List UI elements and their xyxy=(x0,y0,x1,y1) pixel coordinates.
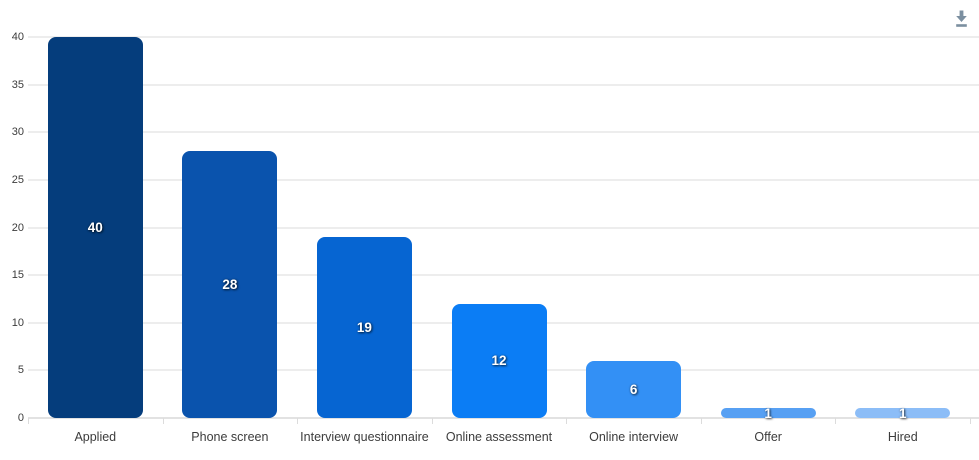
slot-applied: 40 xyxy=(28,37,163,418)
x-axis-tick xyxy=(566,418,568,424)
slot-online-assessment: 12 xyxy=(432,37,567,418)
slot-offer: 1 xyxy=(701,37,836,421)
bar-value-label-phone-screen: 28 xyxy=(222,277,238,293)
y-tick-label-35: 35 xyxy=(11,78,24,91)
bar-value-label-online-assessment: 12 xyxy=(491,353,507,369)
bar-phone-screen[interactable]: 28 xyxy=(182,151,278,418)
slot-online-interview: 6 xyxy=(566,37,701,418)
bar-value-label-applied: 40 xyxy=(87,220,103,235)
bar-value-label-offer: 1 xyxy=(764,405,772,421)
x-axis-tick xyxy=(162,418,164,424)
y-tick-label-25: 25 xyxy=(11,173,24,186)
x-axis-tick xyxy=(28,418,29,424)
x-label-offer: Offer xyxy=(754,430,782,444)
gridline-15 xyxy=(28,274,979,277)
x-axis-tick xyxy=(297,418,299,424)
x-axis-labels: Applied Phone screen Interview questionnai… xyxy=(28,424,970,444)
bar-interview-questionnaire[interactable]: 19 xyxy=(316,237,412,418)
bar-online-assessment[interactable]: 12 xyxy=(451,303,547,418)
y-tick-label-10: 10 xyxy=(11,316,24,329)
bar-offer[interactable]: 1 xyxy=(720,405,816,421)
x-label-interview-questionnaire: Interview questionnaire xyxy=(300,430,429,444)
x-label-online-interview: Online interview xyxy=(589,430,679,444)
gridline-35 xyxy=(28,83,979,86)
plot-area: 40 28 19 12 6 1 1 xyxy=(28,36,979,424)
bar-hired[interactable]: 1 xyxy=(855,405,951,421)
download-button[interactable] xyxy=(949,6,973,32)
x-label-phone-screen: Phone screen xyxy=(191,430,269,444)
x-label-applied: Applied xyxy=(74,430,117,444)
gridline-20 xyxy=(28,226,979,229)
y-tick-label-30: 30 xyxy=(11,126,24,139)
bar-online-interview[interactable]: 6 xyxy=(586,360,682,418)
x-label-online-assessment: Online assessment xyxy=(445,430,553,444)
slot-phone-screen: 28 xyxy=(163,37,298,418)
y-tick-label-20: 20 xyxy=(11,221,24,234)
gridline-30 xyxy=(28,131,979,134)
y-tick-label-40: 40 xyxy=(11,31,24,43)
bars-container: 40 28 19 12 6 1 1 xyxy=(28,37,970,421)
slot-hired: 1 xyxy=(835,37,970,421)
y-tick-label-15: 15 xyxy=(11,269,24,282)
x-axis-tick xyxy=(835,418,837,424)
bar-value-label-hired: 1 xyxy=(898,405,907,421)
download-icon xyxy=(955,10,967,27)
y-tick-label-0: 0 xyxy=(17,412,24,424)
slot-interview-questionnaire: 19 xyxy=(297,37,432,418)
bar-value-label-online-interview: 6 xyxy=(629,381,638,397)
bar-value-label-interview-questionnaire: 19 xyxy=(356,320,372,336)
x-axis-tick xyxy=(970,418,971,424)
x-axis-tick xyxy=(700,418,702,424)
x-label-hired: Hired xyxy=(887,430,918,444)
y-tick-label-5: 5 xyxy=(17,364,24,377)
gridline-25 xyxy=(28,178,979,181)
gridline-40 xyxy=(28,36,979,38)
gridline-0 xyxy=(28,417,979,419)
x-axis-tick xyxy=(431,418,433,424)
bar-applied[interactable]: 40 xyxy=(47,37,143,418)
